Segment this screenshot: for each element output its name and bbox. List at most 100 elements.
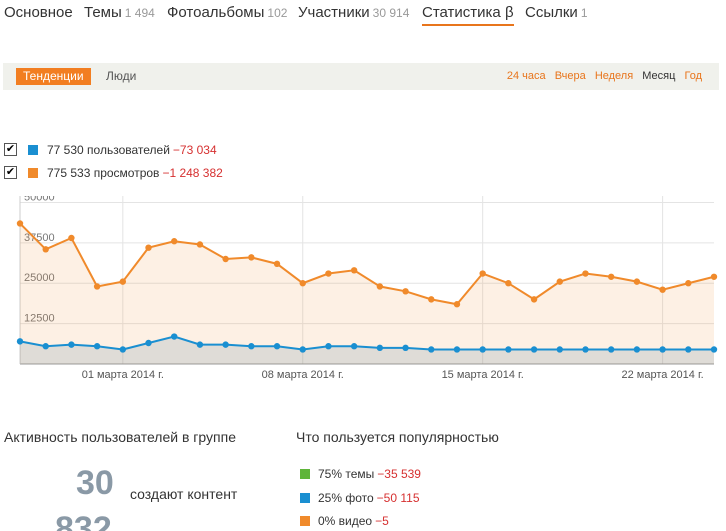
popular-item-video: 0% видео −5: [300, 514, 389, 528]
views-color-swatch: [28, 168, 38, 178]
data-point: [659, 286, 666, 293]
data-point: [248, 343, 255, 350]
tab-statistics-label: Статистика β: [422, 4, 514, 21]
data-point: [68, 341, 75, 348]
data-point: [273, 343, 281, 350]
data-point: [16, 338, 24, 345]
y-tick-label: 50000: [24, 196, 55, 203]
users-checkbox[interactable]: ✔: [4, 143, 17, 156]
data-point: [505, 346, 512, 353]
views-value: 775 533 просмотров: [47, 166, 160, 180]
tab-photoalbums[interactable]: Фотоальбомы 102: [167, 4, 287, 21]
popular-item-photos: 25% фото −50 115: [300, 491, 420, 505]
data-point: [607, 346, 615, 353]
data-point: [273, 260, 281, 268]
data-point: [222, 341, 229, 348]
data-point: [633, 278, 641, 285]
data-point: [505, 280, 512, 287]
tab-topics[interactable]: Темы 1 494: [84, 4, 155, 21]
data-point: [145, 244, 152, 251]
photos-label: 25% фото: [318, 491, 374, 505]
data-point: [350, 267, 358, 274]
popular-title: Что пользуется популярностью: [296, 429, 499, 445]
views-checkbox[interactable]: ✔: [4, 166, 17, 179]
period-week[interactable]: Неделя: [594, 70, 634, 82]
photos-swatch: [300, 493, 310, 503]
period-year[interactable]: Год: [684, 70, 702, 82]
x-tick-label: 15 марта 2014 г.: [442, 369, 524, 381]
data-point: [659, 346, 666, 353]
data-point: [93, 343, 101, 350]
data-point: [710, 273, 718, 280]
video-delta: −5: [375, 514, 389, 528]
views-delta: −1 248 382: [162, 166, 223, 180]
data-point: [196, 241, 204, 248]
x-tick-label: 08 марта 2014 г.: [262, 369, 344, 381]
tab-members-label: Участники: [298, 4, 370, 21]
tab-trends[interactable]: Тенденции: [16, 68, 91, 85]
data-point: [196, 341, 204, 348]
data-point: [710, 346, 718, 353]
data-point: [685, 346, 692, 353]
tab-members-count: 30 914: [372, 6, 410, 20]
data-point: [93, 283, 101, 290]
video-swatch: [300, 516, 310, 526]
data-point: [42, 246, 49, 253]
data-point: [16, 220, 24, 227]
users-delta: −73 034: [172, 143, 217, 157]
top-navigation: Основное Темы 1 494 Фотоальбомы 102 Участн…: [0, 0, 726, 32]
data-point: [633, 346, 641, 353]
data-point: [530, 346, 538, 353]
data-point: [119, 346, 127, 353]
tab-main-label: Основное: [4, 4, 73, 21]
data-point: [376, 283, 384, 290]
plot-area: [20, 196, 714, 364]
data-point: [402, 344, 409, 352]
period-selector: 24 часа Вчера Неделя Месяц Год: [501, 70, 702, 82]
data-point: [325, 270, 332, 277]
data-point: [325, 343, 332, 350]
data-point: [248, 254, 255, 261]
data-point: [222, 255, 229, 263]
tab-links[interactable]: Ссылки 1: [525, 4, 588, 21]
series-line: [19, 335, 714, 351]
data-point: [42, 343, 49, 350]
data-point: [453, 301, 461, 308]
data-point: [453, 346, 461, 353]
data-point: [556, 346, 563, 353]
data-point: [68, 234, 75, 242]
tab-links-count: 1: [580, 6, 588, 20]
period-yesterday[interactable]: Вчера: [554, 70, 586, 82]
data-point: [428, 346, 435, 353]
data-point: [479, 270, 486, 277]
data-point: [607, 273, 615, 280]
topics-delta: −35 539: [377, 467, 421, 481]
users-value: 77 530 пользователей: [47, 143, 170, 157]
users-legend-text: 77 530 пользователей −73 034: [47, 143, 217, 157]
x-tick-label: 22 марта 2014 г.: [621, 369, 703, 381]
tab-statistics[interactable]: Статистика β: [422, 4, 514, 26]
data-point: [171, 333, 178, 340]
period-month[interactable]: Месяц: [642, 70, 676, 82]
tab-people[interactable]: Люди: [106, 69, 137, 83]
data-point: [556, 278, 563, 285]
data-point: [530, 296, 538, 303]
views-legend-text: 775 533 просмотров −1 248 382: [47, 166, 223, 180]
tab-members[interactable]: Участники 30 914: [298, 4, 409, 21]
data-point: [582, 270, 589, 277]
data-point: [299, 280, 306, 287]
second-stat-count: 832: [55, 510, 112, 531]
tab-main[interactable]: Основное: [4, 4, 73, 21]
data-point: [299, 346, 306, 353]
data-point: [171, 238, 178, 245]
creators-label: создают контент: [130, 486, 238, 502]
series-area: [20, 223, 714, 364]
activity-title: Активность пользователей в группе: [4, 429, 236, 445]
tab-photoalbums-count: 102: [267, 6, 288, 20]
data-point: [428, 296, 435, 303]
period-24h[interactable]: 24 часа: [506, 70, 546, 82]
popular-item-topics: 75% темы −35 539: [300, 467, 421, 481]
topics-label: 75% темы: [318, 467, 375, 481]
data-point: [119, 278, 127, 285]
